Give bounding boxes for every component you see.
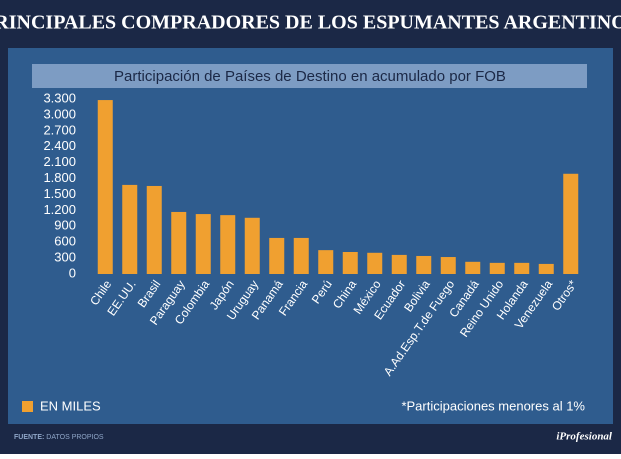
bar [416,255,432,274]
y-tick-label: 1.500 [43,186,76,201]
bar [465,261,481,274]
y-tick-label: 3.000 [43,106,76,121]
y-tick-label: 600 [54,234,76,249]
footer-source: FUENTE: DATOS PROPIOS [14,434,104,441]
bar [122,184,138,274]
bar [318,250,334,274]
chart-subtitle: Participación de Países de Destino en ac… [114,68,506,85]
bar [293,237,309,274]
note: *Participaciones menores al 1% [401,398,585,413]
legend-swatch [22,401,33,412]
source-label: FUENTE: [14,434,44,441]
subtitle-bar [32,64,587,88]
brand: iProfesional [556,431,613,443]
y-tick-label: 900 [54,218,76,233]
y-tick-label: 0 [69,265,76,280]
y-tick-label: 300 [54,250,76,265]
bar [269,237,285,274]
y-tick-label: 3.300 [43,90,76,105]
bar [97,100,113,274]
bar [342,251,358,274]
bar [367,252,383,274]
page-title: PRINCIPALES COMPRADORES DE LOS ESPUMANTE… [0,12,621,34]
y-tick-label: 1.200 [43,202,76,217]
bar [489,262,505,274]
y-tick-label: 2.400 [43,138,76,153]
bar [146,185,162,274]
bar [195,214,211,274]
bar [220,215,236,274]
bar [244,217,260,274]
bar [563,173,579,274]
y-tick-label: 1.800 [43,170,76,185]
y-tick-label: 2.700 [43,122,76,137]
bar [391,254,407,274]
bar [440,257,456,274]
bar [514,262,530,274]
legend-label: EN MILES [40,398,101,413]
bar [171,211,187,274]
source: DATOS PROPIOS [46,434,104,441]
y-tick-label: 2.100 [43,154,76,169]
bar [538,263,554,274]
